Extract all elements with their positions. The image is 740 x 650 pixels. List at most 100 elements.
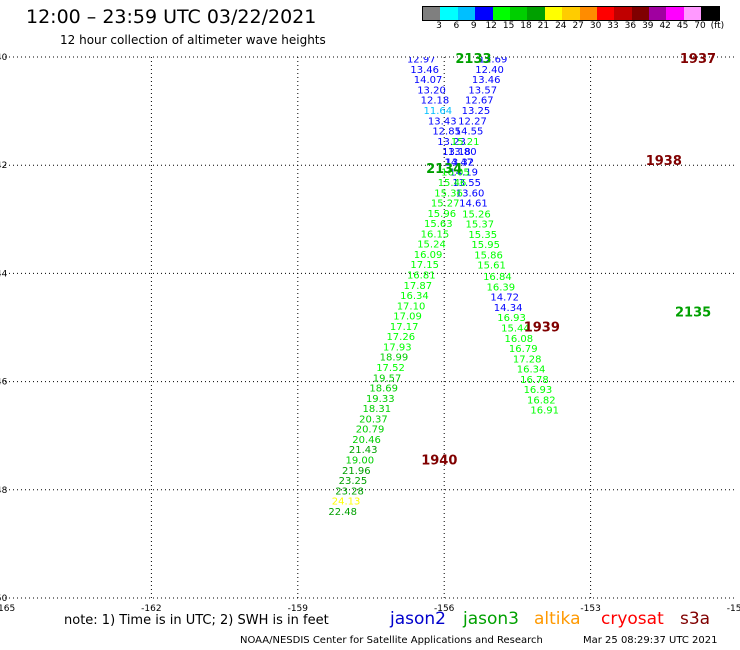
swh-data-point: 17.15 [410,260,439,271]
swh-data-point: 17.26 [386,332,415,343]
data-points-group: 12.9713.4614.0713.2012.1811.6413.4312.85… [328,55,559,518]
track-time-label: 1940 [421,454,457,469]
swh-data-point: 15.21 [451,137,480,148]
swh-data-point: 15.86 [474,250,503,261]
color-swatch [596,7,615,20]
legend-jason3: jason3 [463,609,519,629]
legend-jason2: jason2 [390,609,446,629]
color-swatch [562,7,580,20]
swh-data-point: 12.40 [475,65,504,76]
swh-data-point: 15.36 [434,188,463,199]
color-swatch [544,7,563,20]
swh-data-point: 17.93 [383,342,412,353]
legend-s3a: s3a [680,609,711,629]
color-scale-label: 15 [502,21,515,31]
color-swatch [701,7,719,20]
swh-data-point: 13.46 [472,75,501,86]
swh-data-point: 16.79 [509,344,538,355]
y-tick-label: -46 [0,378,8,388]
track-time-label: 1938 [646,154,682,169]
legend-note: note: 1) Time is in UTC; 2) SWH is in fe… [64,613,329,628]
track-time-label: 1939 [524,320,560,335]
swh-data-point: 16.34 [400,291,429,302]
swh-data-point: 13.60 [456,188,485,199]
footer-timestamp: Mar 25 08:29:37 UTC 2021 [583,635,718,646]
color-swatch [666,7,684,20]
x-tick-label: -165 [0,604,15,614]
color-scale-label: 27 [572,21,584,31]
swh-data-point: 16.08 [505,334,534,345]
swh-data-point: 12.27 [458,116,487,127]
swh-data-point: 19.00 [345,456,374,467]
swh-data-point: 23.25 [339,476,368,487]
x-tick-label: -150 [727,604,740,614]
swh-data-point: 21.96 [342,466,371,477]
swh-data-point: 13.46 [410,65,439,76]
swh-data-point: 15.37 [466,220,495,231]
color-swatch [492,7,510,20]
swh-data-point: 15.44 [501,324,530,335]
x-tick-label: -156 [434,604,455,614]
swh-data-point: 24.13 [332,497,361,508]
x-tick-label: -159 [288,604,309,614]
swh-data-point: 16.39 [486,282,515,293]
swh-data-point: 16.91 [530,406,559,417]
color-scale-label: 12 [485,21,497,31]
color-swatch [527,7,545,20]
color-swatch [631,7,650,20]
swh-data-point: 13.55 [452,178,481,189]
swh-data-point: 13.18 [442,147,471,158]
color-scale-label: 30 [589,21,602,31]
color-scale-label: 33 [607,21,619,31]
x-tick-label: -162 [141,604,161,614]
footer-credit: NOAA/NESDIS Center for Satellite Applica… [240,635,543,646]
swh-data-point: 18.69 [369,384,398,395]
swh-data-point: 12.67 [465,96,494,107]
swh-data-point: 15.61 [477,261,506,272]
color-swatch [423,7,441,20]
swh-data-point: 16.84 [483,272,512,283]
swh-data-point: 17.28 [513,354,542,365]
swh-data-point: 14.47 [445,157,474,168]
page-title: 12:00 – 23:59 UTC 03/22/2021 [26,6,317,28]
swh-data-point: 12.18 [421,96,450,107]
swh-data-point: 15.35 [468,230,497,241]
swh-data-point: 20.79 [356,425,385,436]
color-scale-label: 3 [436,21,442,31]
swh-data-point: 14.19 [449,168,478,179]
legend-altika: altika [534,609,581,629]
track-time-label: 1937 [680,52,716,67]
y-tick-label: -48 [0,486,8,496]
swh-data-point: 21.43 [349,445,378,456]
swh-data-point: 17.10 [397,301,426,312]
swh-data-point: 13.80 [448,147,477,158]
color-swatch [440,7,458,20]
color-scale-label: 70 [694,21,706,31]
swh-data-point: 16.05 [441,168,470,179]
swh-data-point: 16.81 [407,270,436,281]
swh-data-point: 15.46 [438,178,467,189]
color-scale-bar [422,6,720,21]
swh-data-point: 17.87 [404,281,433,292]
swh-data-point: 17.17 [390,322,419,333]
swh-data-point: 11.64 [424,106,453,117]
color-swatch [683,7,702,20]
y-tick-label: -42 [0,161,7,171]
swh-data-point: 19.57 [373,373,402,384]
swh-data-point: 16.09 [414,250,443,261]
y-tick-label: -50 [0,594,8,604]
page-subtitle: 12 hour collection of altimeter wave hei… [60,33,326,47]
color-scale-label: 9 [470,21,477,31]
swh-data-point: 16.78 [520,375,549,386]
swh-data-point: 14.55 [455,127,484,138]
swh-data-point: 12.69 [479,55,508,66]
swh-data-point: 15.24 [417,240,446,251]
swh-data-point: 13.57 [468,85,497,96]
y-tick-label: -44 [0,269,8,279]
swh-data-point: 14.61 [459,199,488,210]
color-scale-label: 21 [537,21,550,31]
track-time-label: 2134 [426,162,462,177]
swh-data-point: 15.27 [431,199,460,210]
legend-cryosat: cryosat [601,609,664,629]
